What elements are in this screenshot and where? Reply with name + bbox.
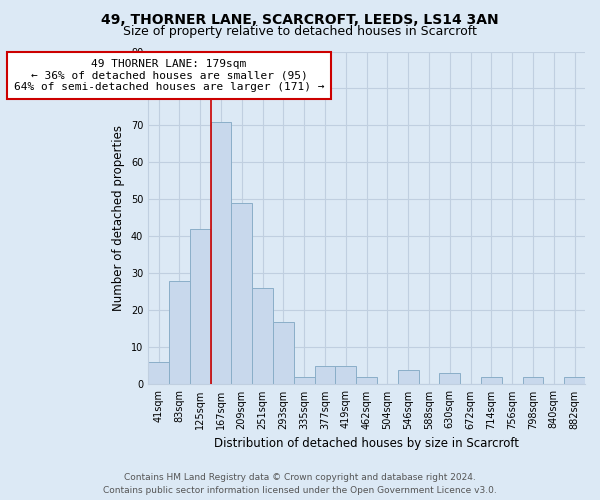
Bar [252,288,273,384]
Bar [314,366,335,384]
Bar [564,377,585,384]
Bar [398,370,419,384]
Bar [294,377,314,384]
Text: 49 THORNER LANE: 179sqm
← 36% of detached houses are smaller (95)
64% of semi-de: 49 THORNER LANE: 179sqm ← 36% of detache… [14,59,324,92]
X-axis label: Distribution of detached houses by size in Scarcroft: Distribution of detached houses by size … [214,437,519,450]
Text: 49, THORNER LANE, SCARCROFT, LEEDS, LS14 3AN: 49, THORNER LANE, SCARCROFT, LEEDS, LS14… [101,12,499,26]
Text: Size of property relative to detached houses in Scarcroft: Size of property relative to detached ho… [123,25,477,38]
Bar [148,362,169,384]
Bar [481,377,502,384]
Bar [335,366,356,384]
Text: Contains HM Land Registry data © Crown copyright and database right 2024.
Contai: Contains HM Land Registry data © Crown c… [103,473,497,495]
Bar [273,322,294,384]
Bar [211,122,232,384]
Bar [232,203,252,384]
Bar [169,281,190,384]
Bar [439,374,460,384]
Bar [190,229,211,384]
Bar [356,377,377,384]
Bar [523,377,544,384]
Y-axis label: Number of detached properties: Number of detached properties [112,125,125,311]
